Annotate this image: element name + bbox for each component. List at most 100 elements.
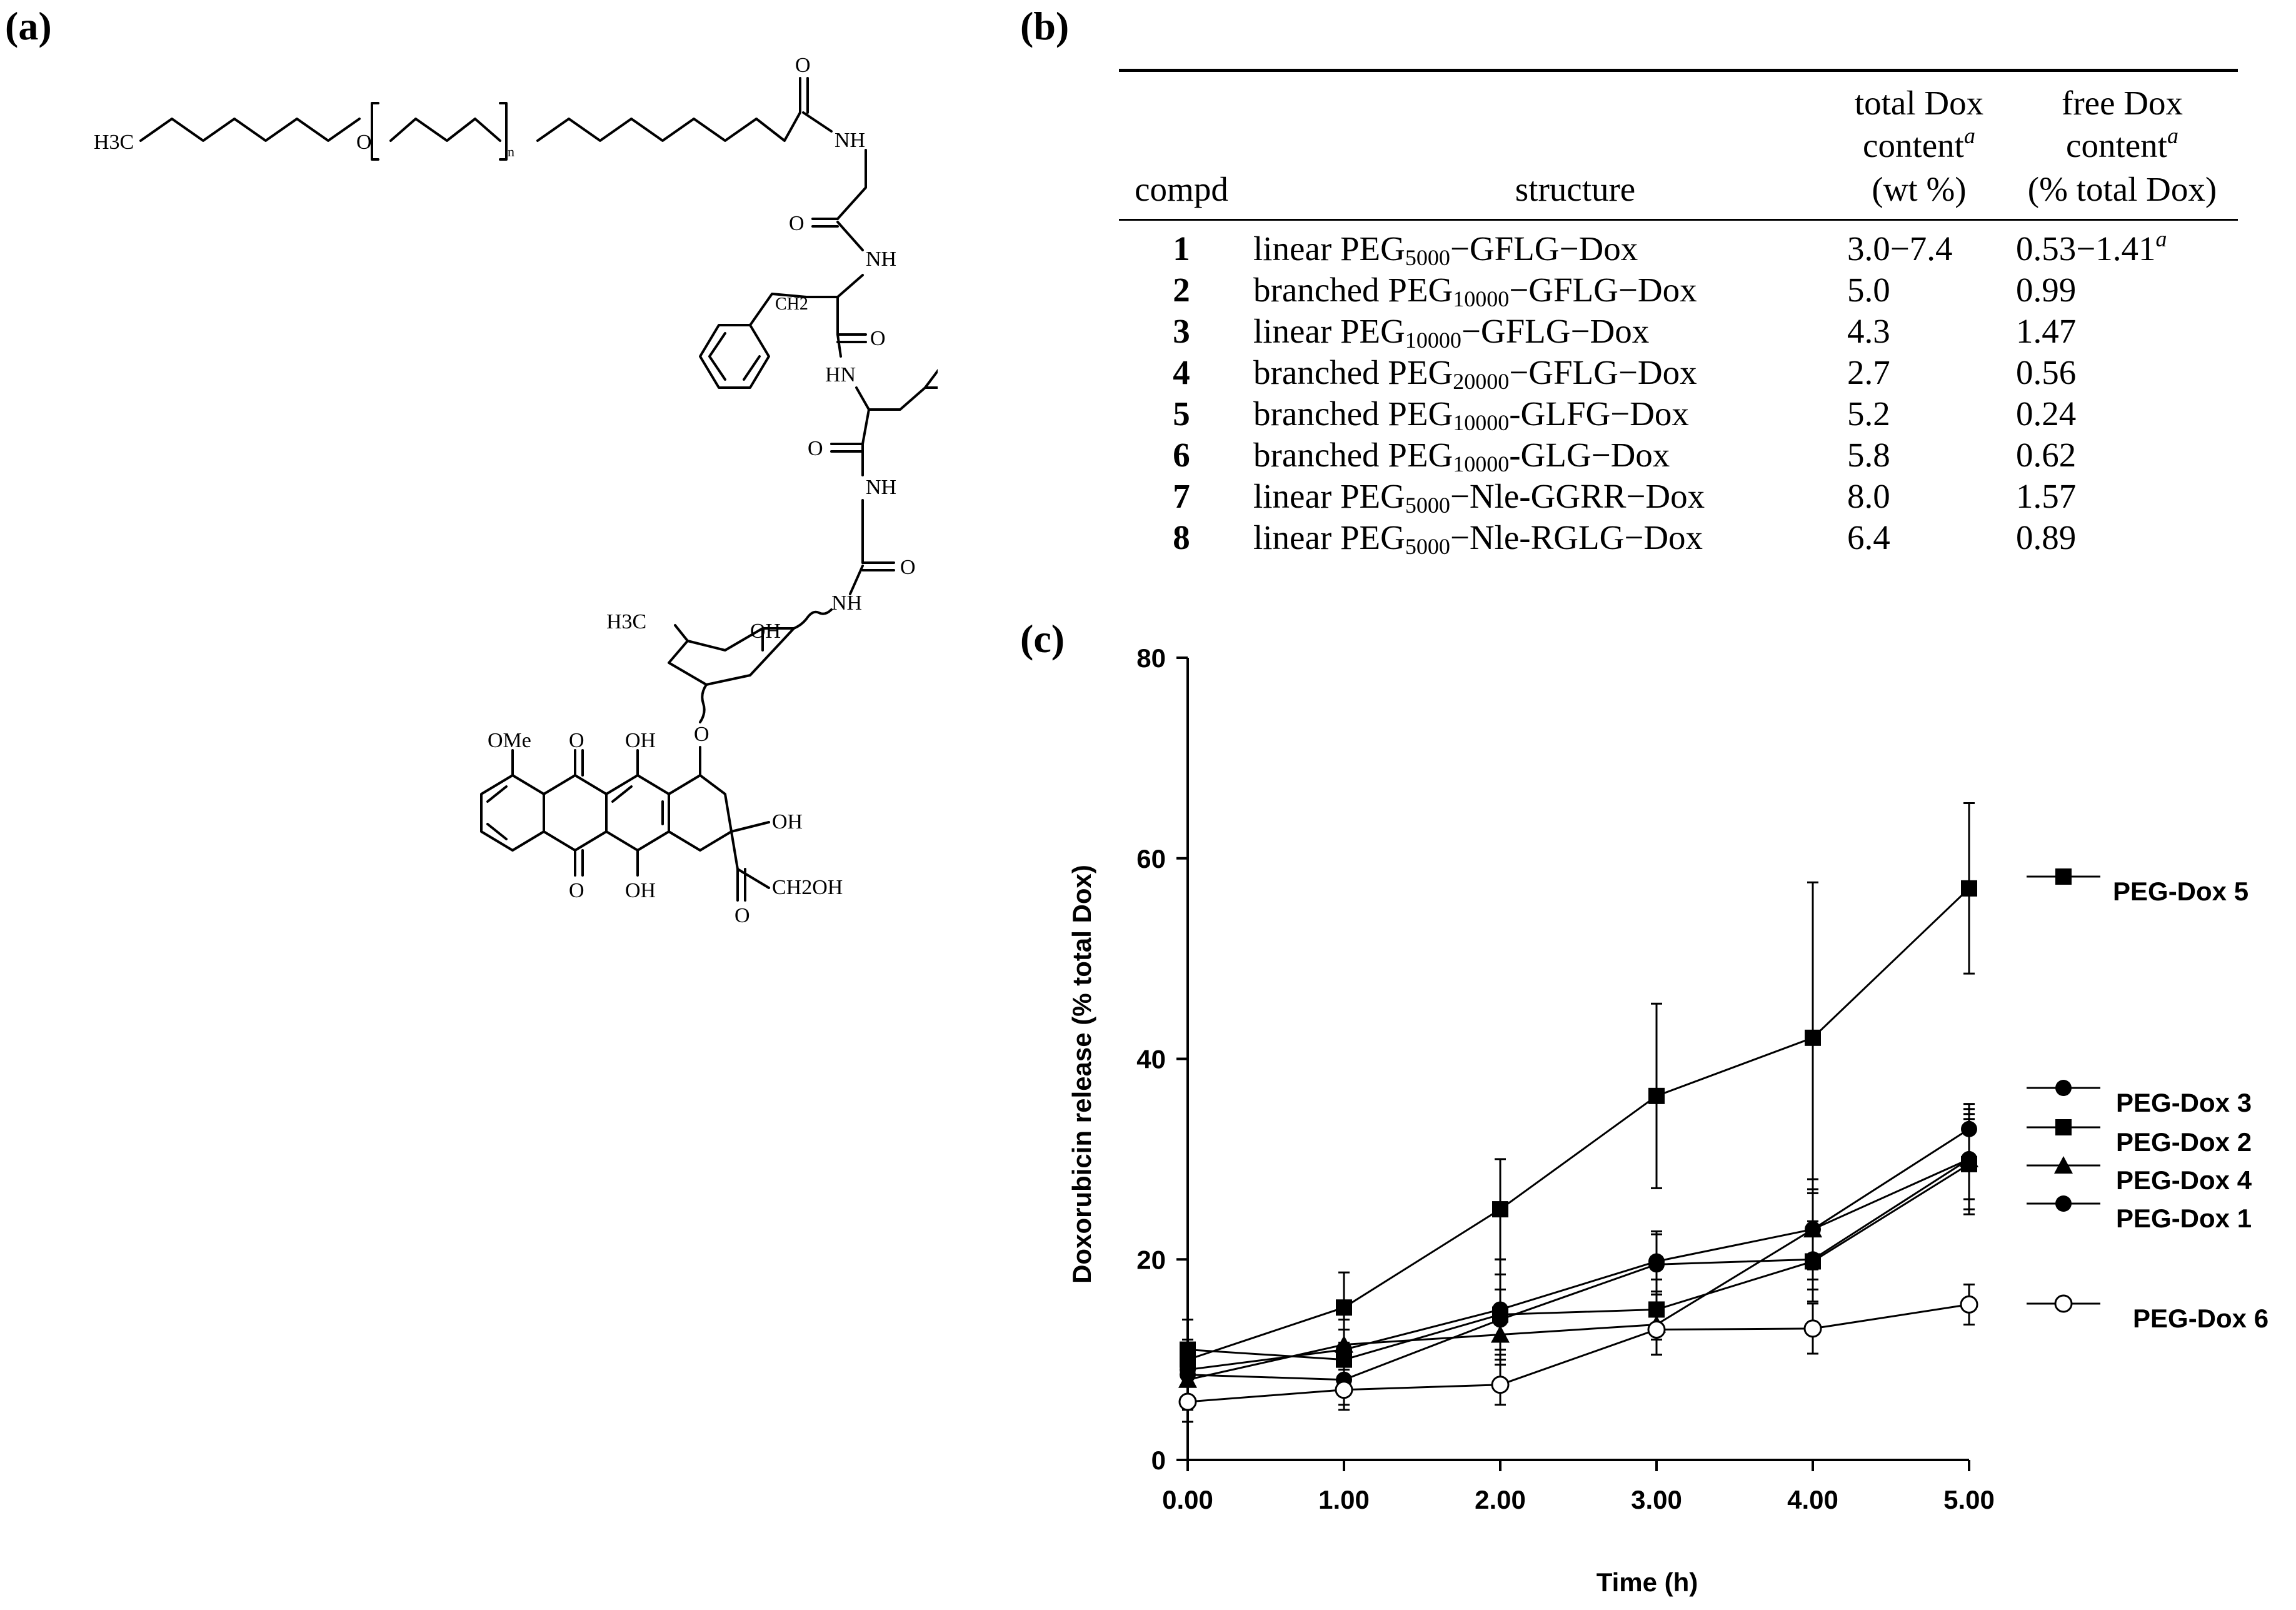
structure-subscript: 20000 [1453, 369, 1510, 394]
table-cell-structure: linear PEG10000−GFLG−Dox [1253, 311, 1649, 352]
header-free-3: (% total Dox) [2027, 170, 2217, 208]
sugar-oh-label: OH [750, 620, 781, 643]
legend-entry: PEG-Dox 3 [2027, 1080, 2252, 1117]
legend-entry: PEG-Dox 2 [2027, 1119, 2252, 1157]
legend-entry: PEG-Dox 6 [2027, 1294, 2268, 1333]
nh-label-1: NH [835, 129, 865, 152]
legend-label: PEG-Dox 4 [2116, 1165, 2252, 1195]
structure-subscript: 10000 [1453, 410, 1510, 435]
legend-marker [2055, 1080, 2072, 1096]
table-cell-free: 1.47 [2016, 311, 2076, 352]
phe-o-label: O [870, 327, 886, 350]
table-cell-compd: 7 [1173, 477, 1190, 515]
x-tick-label: 2.00 [1475, 1485, 1526, 1514]
hn-label: HN [825, 363, 856, 386]
chart-series [1178, 802, 1978, 1423]
series-line [1187, 1303, 1970, 1403]
legend-label: PEG-Dox 3 [2116, 1088, 2252, 1117]
table-cell-structure: branched PEG10000-GLG−Dox [1253, 435, 1670, 476]
table-cell-total: 8.0 [1847, 477, 1890, 515]
sugar-h3c-label: H3C [606, 610, 646, 633]
chart-legend: PEG-Dox 5 PEG-Dox 3 PEG-Dox 2 PEG-Dox 4 PEG-… [2027, 868, 2268, 1333]
data-point [1335, 1335, 1353, 1353]
legend-marker [2055, 1119, 2072, 1135]
table-cell-compd: 3 [1173, 312, 1190, 350]
free-value: 0.53−1.41 [2016, 229, 2156, 268]
structure-suffix: −GFLG−Dox [1509, 353, 1697, 391]
carbamate-o-label: O [795, 54, 811, 77]
table-cell-free: 0.89 [2016, 517, 2076, 558]
x-tick-label: 4.00 [1787, 1485, 1838, 1514]
legend-entry: PEG-Dox 4 [2027, 1156, 2252, 1195]
structure-suffix: −GFLG−Dox [1509, 271, 1697, 309]
data-point [1180, 1366, 1196, 1383]
table-cell-free: 0.62 [2016, 435, 2076, 476]
series-peg-dox-2 [1180, 1113, 1977, 1391]
x-tick-label: 5.00 [1943, 1485, 1995, 1514]
free-value: 0.62 [2016, 436, 2077, 474]
data-point [1336, 1299, 1352, 1316]
y-tick-label: 80 [1136, 643, 1166, 673]
structure-prefix: linear PEG [1253, 312, 1405, 350]
x-axis-label: Time (h) [1597, 1567, 1698, 1597]
table-cell-total: 4.3 [1847, 312, 1890, 350]
series-line [1187, 887, 1970, 1361]
nh-label-2: NH [866, 248, 896, 271]
table-cell-structure: linear PEG5000−GFLG−Dox [1253, 228, 1638, 269]
y-axis-label: Doxorubicin release (% total Dox) [1067, 865, 1096, 1284]
panel-label-a: (a) [5, 4, 52, 48]
structure-subscript: 10000 [1453, 286, 1510, 311]
data-point [1961, 880, 1977, 897]
data-point [1648, 1256, 1665, 1273]
series-peg-dox-4 [1178, 1118, 1978, 1411]
free-value: 0.24 [2016, 395, 2077, 433]
table-cell-total: 2.7 [1847, 353, 1890, 391]
header-structure: structure [1515, 170, 1636, 208]
free-value: 0.56 [2016, 353, 2077, 391]
table-cell-total: 3.0−7.4 [1847, 229, 1953, 268]
header-compd: compd [1135, 170, 1228, 208]
structure-prefix: linear PEG [1253, 477, 1405, 515]
header-total-1: total Dox [1854, 84, 1984, 122]
data-point [1492, 1311, 1508, 1328]
ch2oh-label: CH2OH [772, 876, 843, 899]
table-cell-free: 1.57 [2016, 476, 2076, 517]
data-point [1961, 1150, 1977, 1167]
table-cell-structure: branched PEG10000-GLFG−Dox [1253, 393, 1689, 435]
footnote-mark: a [2155, 226, 2167, 251]
ch2-label: CH2 [775, 294, 808, 314]
gly-o-label: O [789, 212, 805, 235]
x-tick-label: 0.00 [1162, 1485, 1213, 1514]
nh-label-4: NH [866, 476, 896, 499]
table-cell-total: 6.4 [1847, 518, 1890, 556]
data-point [1178, 1392, 1197, 1411]
data-point [1648, 1087, 1665, 1104]
free-value: 0.99 [2016, 271, 2077, 309]
legend-entry: PEG-Dox 5 [2027, 868, 2248, 906]
legend-marker [2054, 1156, 2073, 1174]
series-line [1187, 1158, 1970, 1381]
y-tick-label: 20 [1136, 1245, 1166, 1274]
series-line [1187, 1128, 1970, 1371]
table-cell-free: 0.56 [2016, 352, 2076, 393]
chemical-structure: H3C O n O NH O NH CH2 O HN O NH O NH H3C… [94, 54, 938, 927]
data-point [1803, 1319, 1822, 1338]
legend-marker [2055, 1195, 2072, 1212]
table-cell-compd: 8 [1173, 518, 1190, 556]
structure-prefix: branched PEG [1253, 395, 1453, 433]
series-line [1187, 1158, 1970, 1381]
table-cell-structure: linear PEG5000−Nle-RGLG−Dox [1253, 517, 1703, 558]
structure-subscript: 10000 [1405, 328, 1461, 353]
data-point [1647, 1321, 1666, 1339]
gly2-o-label: O [900, 556, 916, 579]
structure-suffix: −GFLG−Dox [1461, 312, 1650, 350]
table-cell-free: 0.99 [2016, 269, 2076, 311]
header-free-2: contenta [2066, 123, 2178, 164]
data-point [1960, 1295, 1978, 1314]
glycoside-o-label: O [694, 723, 709, 746]
header-free-1: free Dox [2062, 84, 2183, 122]
oh-top-label: OH [625, 729, 656, 752]
legend-entry: PEG-Dox 1 [2027, 1195, 2252, 1233]
nh-label-5: NH [831, 591, 862, 615]
free-value: 0.89 [2016, 518, 2077, 556]
